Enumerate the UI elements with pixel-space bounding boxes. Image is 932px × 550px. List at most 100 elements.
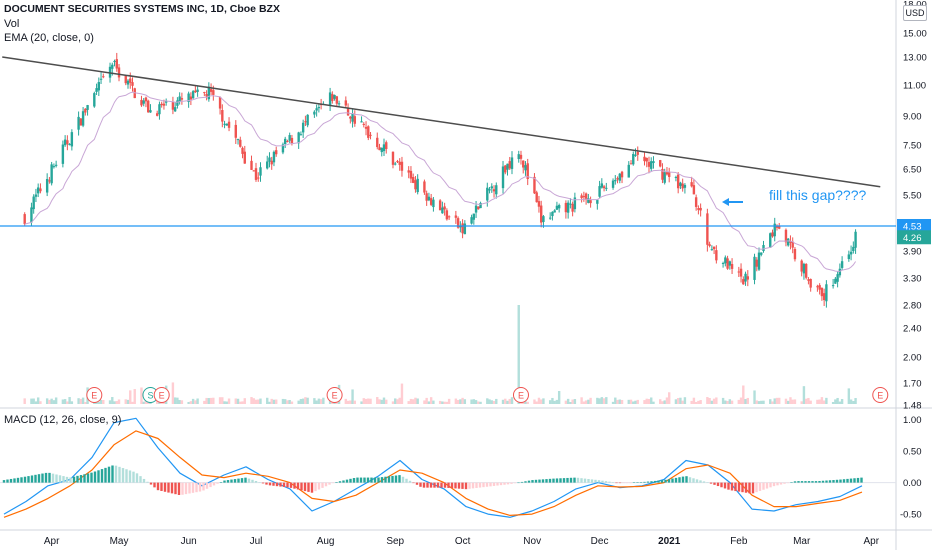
candle-body[interactable] xyxy=(400,161,404,171)
candle-body[interactable] xyxy=(569,203,572,205)
candle-body[interactable] xyxy=(616,178,619,180)
candle-body[interactable] xyxy=(778,226,781,229)
candle-body[interactable] xyxy=(432,199,435,208)
candle-body[interactable] xyxy=(411,176,415,183)
candle-body[interactable] xyxy=(755,259,758,267)
candle-body[interactable] xyxy=(95,88,98,92)
candle-body[interactable] xyxy=(526,163,529,180)
candle-body[interactable] xyxy=(61,144,65,164)
candle-body[interactable] xyxy=(535,192,538,203)
candle-body[interactable] xyxy=(488,189,491,191)
candle-body[interactable] xyxy=(807,279,810,281)
candle-body[interactable] xyxy=(697,208,700,210)
candle-body[interactable] xyxy=(70,132,74,147)
candle-body[interactable] xyxy=(443,206,446,210)
candle-body[interactable] xyxy=(470,217,473,224)
candle-body[interactable] xyxy=(847,254,851,259)
candle-body[interactable] xyxy=(533,176,536,194)
candle-body[interactable] xyxy=(676,174,680,189)
candle-body[interactable] xyxy=(203,92,206,94)
candle-body[interactable] xyxy=(834,278,837,284)
candle-body[interactable] xyxy=(252,170,255,172)
candle-body[interactable] xyxy=(730,264,734,269)
candle-body[interactable] xyxy=(647,162,651,167)
candle-body[interactable] xyxy=(820,287,824,297)
candle-body[interactable] xyxy=(429,198,433,205)
candle-body[interactable] xyxy=(665,172,669,175)
candle-body[interactable] xyxy=(522,160,525,168)
candle-body[interactable] xyxy=(456,218,460,228)
earnings-marker[interactable] xyxy=(153,387,170,403)
candle-body[interactable] xyxy=(349,116,352,119)
candle-body[interactable] xyxy=(769,233,772,248)
candle-body[interactable] xyxy=(461,223,464,234)
candle-body[interactable] xyxy=(510,157,514,169)
earnings-marker[interactable] xyxy=(512,387,529,403)
candle-body[interactable] xyxy=(158,104,161,115)
candle-body[interactable] xyxy=(162,103,166,106)
candle-body[interactable] xyxy=(140,99,143,106)
candle-body[interactable] xyxy=(178,96,181,102)
candle-body[interactable] xyxy=(632,154,635,165)
candle-body[interactable] xyxy=(144,97,148,102)
candle-body[interactable] xyxy=(275,150,278,155)
candle-body[interactable] xyxy=(187,93,190,102)
candle-body[interactable] xyxy=(32,196,35,210)
candle-body[interactable] xyxy=(250,160,253,170)
candle-body[interactable] xyxy=(504,165,507,173)
candle-body[interactable] xyxy=(557,205,561,209)
signal-line[interactable] xyxy=(3,430,863,518)
macd-indicator-label[interactable]: MACD (12, 26, close, 9) xyxy=(4,414,122,426)
candle-body[interactable] xyxy=(212,90,215,95)
candle-body[interactable] xyxy=(793,249,797,260)
candle-body[interactable] xyxy=(600,183,604,188)
candle-body[interactable] xyxy=(762,245,765,252)
candle-body[interactable] xyxy=(382,144,386,152)
candle-body[interactable] xyxy=(852,246,855,252)
candle-body[interactable] xyxy=(369,134,372,136)
candle-body[interactable] xyxy=(681,183,684,189)
candle-body[interactable] xyxy=(84,108,87,113)
candle-body[interactable] xyxy=(124,75,127,84)
annotation[interactable]: fill this gap???? xyxy=(722,187,867,206)
candle-body[interactable] xyxy=(63,139,67,146)
earnings-marker[interactable] xyxy=(326,387,343,403)
candle-body[interactable] xyxy=(564,202,568,213)
candle-body[interactable] xyxy=(787,238,790,246)
candle-body[interactable] xyxy=(636,151,639,155)
candle-body[interactable] xyxy=(236,139,240,141)
candle-body[interactable] xyxy=(495,185,498,195)
macd-axis[interactable]: 1.00 0.50 0.00 -0.50 xyxy=(900,415,922,521)
candle-body[interactable] xyxy=(155,113,159,116)
candle-body[interactable] xyxy=(362,123,365,125)
candle-body[interactable] xyxy=(627,164,630,178)
candle-body[interactable] xyxy=(409,170,413,179)
macd-line[interactable] xyxy=(3,417,863,518)
candle-body[interactable] xyxy=(854,231,857,248)
candle-body[interactable] xyxy=(189,96,193,100)
candle-body[interactable] xyxy=(699,207,702,211)
candle-body[interactable] xyxy=(643,156,646,162)
trendline[interactable] xyxy=(2,56,881,188)
candle-body[interactable] xyxy=(690,182,693,187)
candle-body[interactable] xyxy=(757,252,761,270)
candle-body[interactable] xyxy=(227,121,231,128)
ema-line[interactable] xyxy=(24,91,857,272)
candle-body[interactable] xyxy=(477,206,480,210)
candle-body[interactable] xyxy=(427,196,431,201)
candle-body[interactable] xyxy=(721,263,725,265)
candle-body[interactable] xyxy=(506,163,509,170)
candle-body[interactable] xyxy=(301,122,305,133)
candle-body[interactable] xyxy=(605,187,608,189)
candle-body[interactable] xyxy=(425,193,428,201)
candle-body[interactable] xyxy=(822,293,826,301)
candle-body[interactable] xyxy=(346,108,350,116)
candle-body[interactable] xyxy=(164,101,168,103)
candle-body[interactable] xyxy=(760,252,763,255)
candle-body[interactable] xyxy=(416,178,419,193)
candle-body[interactable] xyxy=(742,279,745,285)
candle-body[interactable] xyxy=(160,103,163,106)
candle-body[interactable] xyxy=(441,207,444,214)
